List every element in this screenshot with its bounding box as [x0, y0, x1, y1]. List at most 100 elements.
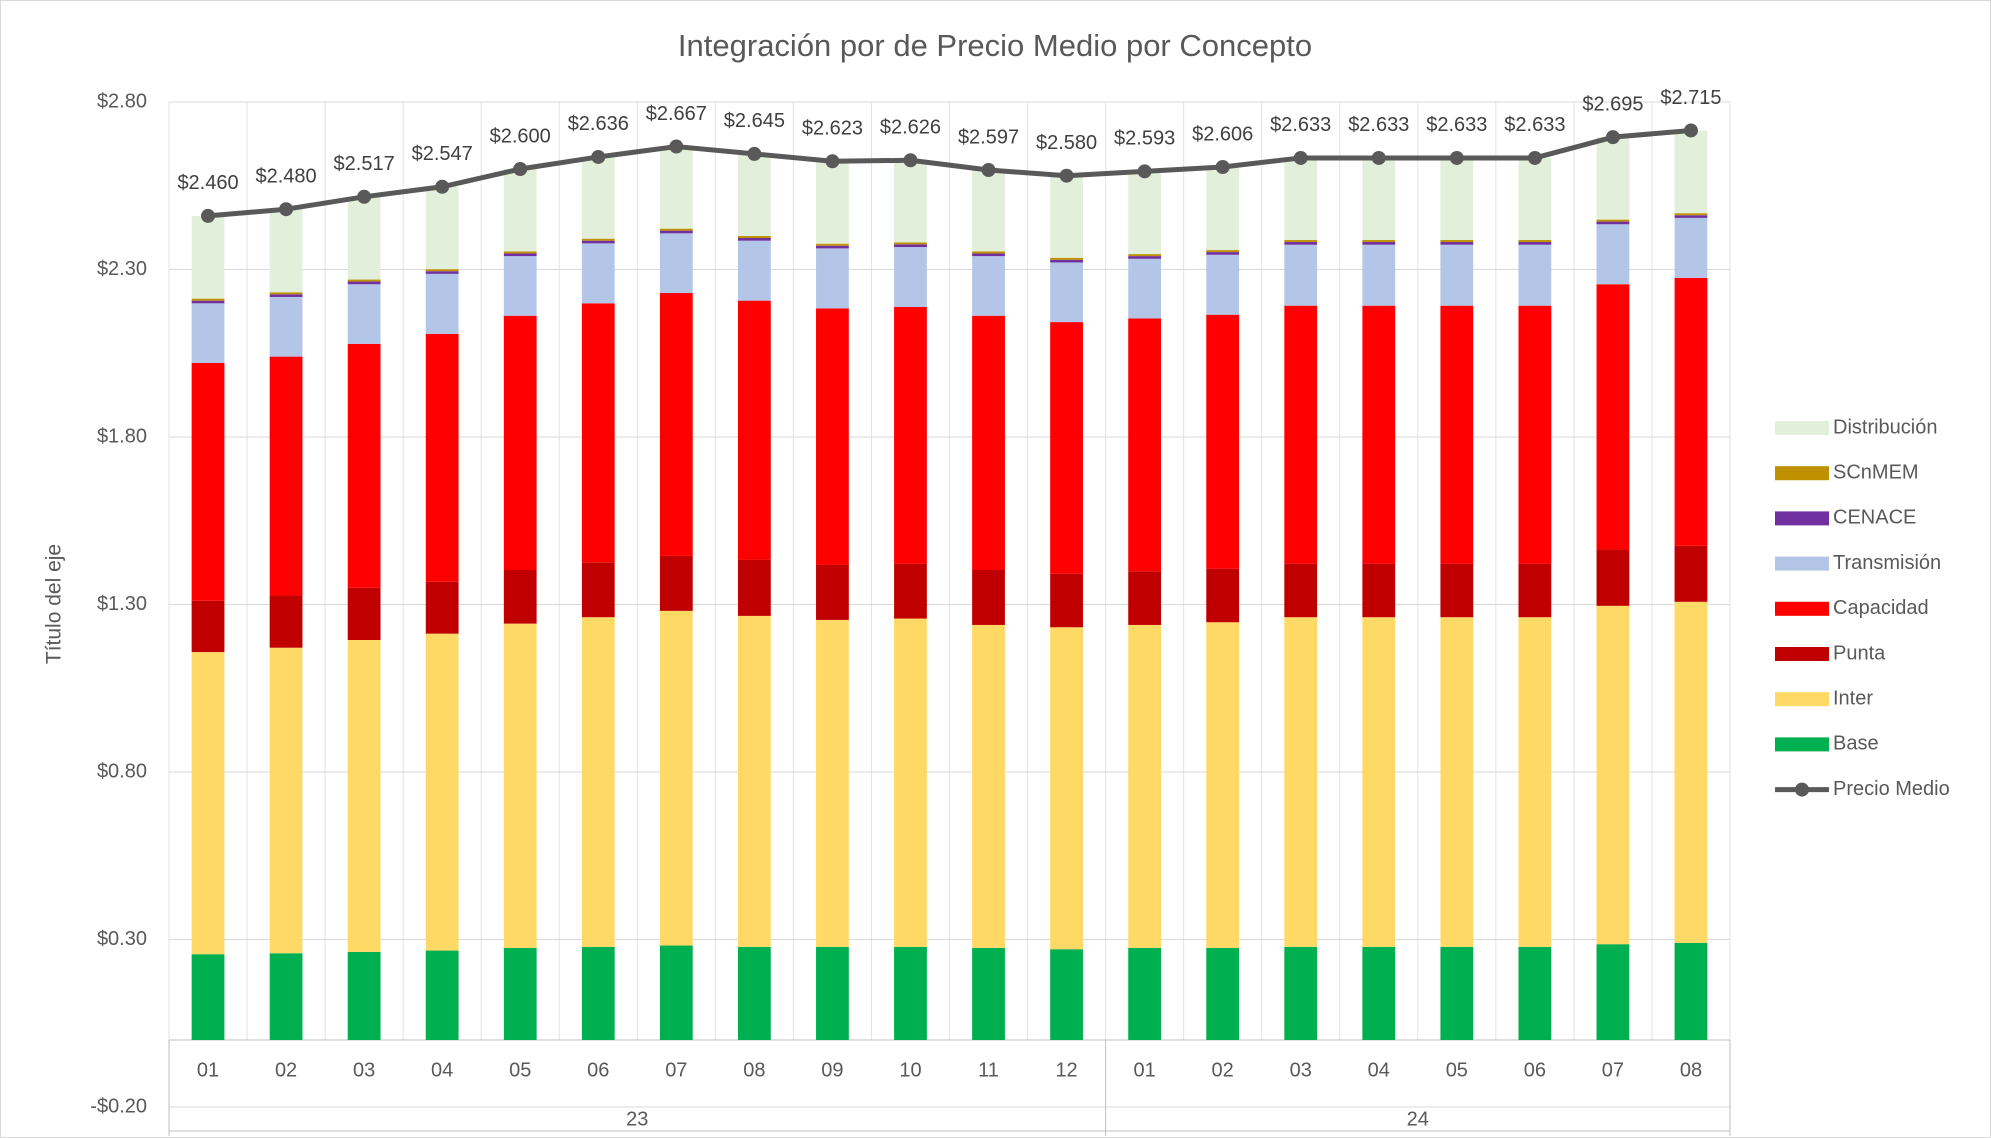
y-tick-label: -$0.20	[90, 1095, 147, 1117]
legend-label: Base	[1833, 733, 1879, 755]
legend-swatch	[1775, 601, 1829, 616]
bar-segment	[972, 624, 1005, 948]
bar-segment	[972, 315, 1005, 570]
bar-segment	[1128, 256, 1162, 259]
bar-segment	[1440, 946, 1474, 1040]
bar-segment	[191, 362, 225, 601]
x-tick-label: 05	[509, 1059, 531, 1081]
bar-segment	[1440, 242, 1474, 245]
bar-segment	[1362, 563, 1396, 618]
x-tick-label: 06	[1524, 1059, 1546, 1081]
bar-segment	[737, 153, 771, 236]
data-label: $2.715	[1660, 87, 1721, 109]
bar-segment	[1674, 277, 1708, 546]
bar-segment	[1674, 217, 1708, 278]
y-tick-label: $1.80	[97, 425, 147, 447]
bar-segment	[581, 238, 615, 241]
bar-segment	[347, 281, 381, 285]
bar-segment	[1440, 617, 1474, 947]
bar-segment	[1206, 166, 1240, 251]
bar-segment	[1596, 224, 1630, 285]
bar-segment	[581, 156, 615, 239]
x-tick-label: 01	[1134, 1059, 1156, 1081]
bar-segment	[1596, 219, 1630, 222]
bar-segment	[1206, 252, 1240, 255]
bar-segment	[737, 238, 771, 241]
bar-segment	[1674, 213, 1708, 216]
bar-segment	[425, 271, 459, 274]
x-tick-label: 10	[899, 1059, 921, 1081]
bar-segment	[894, 160, 927, 243]
x-tick-label: 12	[1055, 1059, 1077, 1081]
x-tick-label: 08	[743, 1059, 765, 1081]
bar-segment	[1362, 617, 1396, 947]
bar-segment	[1284, 242, 1318, 245]
bar-segment	[1128, 254, 1162, 257]
bar-segment	[1596, 944, 1630, 1040]
legend-swatch	[1775, 737, 1829, 752]
price-point	[825, 154, 840, 169]
bar-segment	[1596, 137, 1630, 220]
bar-segment	[347, 279, 381, 282]
bar-segment	[659, 230, 693, 234]
bar-segment	[269, 595, 303, 648]
bar-segment	[1206, 314, 1240, 569]
bar-segment	[1050, 627, 1083, 950]
x-tick-label: 08	[1680, 1059, 1702, 1081]
bar-segment	[816, 619, 849, 947]
bar-segment	[347, 640, 381, 952]
bar-segment	[269, 647, 303, 954]
data-label: $2.626	[880, 117, 941, 139]
bar-segment	[1128, 571, 1162, 625]
bar-segment	[972, 569, 1005, 625]
bar-segment	[1206, 250, 1240, 253]
bar-segment	[347, 196, 381, 280]
legend-swatch	[1775, 421, 1829, 435]
bar-segment	[1440, 157, 1474, 241]
data-label: $2.633	[1348, 114, 1409, 136]
x-tick-label: 07	[665, 1059, 687, 1081]
x-tick-label: 03	[353, 1059, 375, 1081]
bar-segment	[1050, 257, 1083, 260]
legend-marker	[1795, 782, 1809, 797]
data-label: $2.580	[1036, 132, 1097, 154]
bar-segment	[894, 563, 927, 619]
bar-segment	[659, 292, 693, 556]
x-tick-label: 11	[978, 1059, 999, 1081]
bar-segment	[425, 950, 459, 1040]
bar-segment	[1518, 242, 1552, 245]
legend-swatch	[1775, 511, 1829, 526]
bar-segment	[1596, 549, 1630, 606]
bar-segment	[581, 303, 615, 563]
x-tick-label: 03	[1290, 1059, 1312, 1081]
bar-segment	[1596, 605, 1630, 945]
x-tick-label: 05	[1446, 1059, 1468, 1081]
price-point	[1215, 159, 1230, 174]
legend-label: SCnMEM	[1833, 461, 1919, 483]
group-label: 24	[1407, 1108, 1429, 1130]
bar-segment	[1518, 946, 1552, 1040]
price-point	[747, 146, 762, 161]
bar-segment	[1518, 617, 1552, 947]
data-label: $2.597	[958, 126, 1019, 148]
y-tick-label: $2.80	[97, 90, 147, 112]
bar-segment	[1284, 617, 1318, 947]
bar-segment	[894, 242, 927, 245]
bar-segment	[503, 251, 537, 254]
data-label: $2.460	[177, 172, 238, 194]
bar-segment	[1518, 240, 1552, 243]
price-point	[1605, 130, 1620, 145]
bar-segment	[894, 307, 927, 564]
bar-segment	[1362, 157, 1396, 241]
bar-segment	[737, 300, 771, 560]
bar-segment	[894, 618, 927, 947]
bar-segment	[1518, 244, 1552, 306]
price-point	[1683, 123, 1698, 138]
y-axis-title: Título del eje	[43, 544, 66, 664]
data-label: $2.633	[1270, 114, 1331, 136]
bar-segment	[503, 947, 537, 1040]
bar-segment	[1206, 947, 1240, 1040]
y-tick-label: $2.30	[97, 258, 147, 280]
bar-segment	[1050, 259, 1083, 263]
